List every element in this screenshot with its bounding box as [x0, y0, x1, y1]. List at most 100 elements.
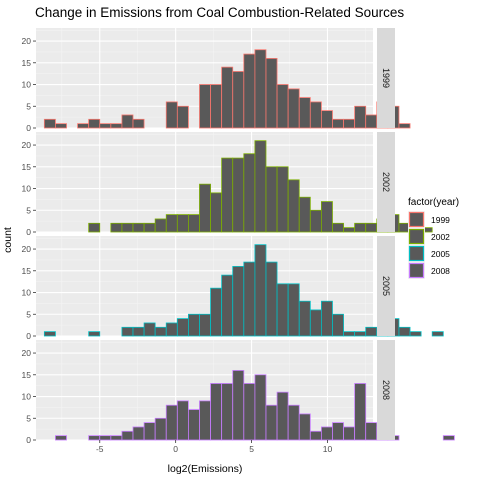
legend-entries: 1999 2002 2005 2008	[408, 211, 450, 279]
histogram-bar	[176, 214, 189, 233]
histogram-bar	[210, 383, 223, 441]
histogram-bar	[221, 157, 234, 233]
facet-strip-label: 2002	[381, 172, 391, 192]
histogram-bar	[110, 435, 123, 441]
legend-key-1999	[408, 211, 425, 228]
histogram-bar	[243, 261, 256, 337]
histogram-bar	[265, 261, 278, 337]
histogram-bar	[265, 404, 278, 441]
histogram-bar	[165, 214, 178, 233]
histogram-bar	[188, 313, 200, 337]
y-axis-label: count	[2, 227, 14, 253]
histogram-bar	[199, 183, 211, 233]
y-tick-label: 5	[26, 205, 31, 215]
y-tick-label: 20	[22, 36, 32, 46]
histogram-bar	[188, 409, 200, 441]
histogram-bar	[99, 435, 112, 441]
histogram-bar	[254, 244, 267, 337]
histogram-bar	[265, 58, 278, 129]
histogram-bar	[332, 313, 344, 337]
y-tick-label: 10	[22, 184, 32, 194]
histogram-bar	[121, 326, 134, 337]
histogram-bar	[309, 430, 322, 441]
histogram-bar	[143, 322, 156, 337]
y-tick-label: 10	[22, 392, 32, 402]
histogram-bar	[343, 426, 356, 441]
legend-key-2008	[408, 262, 425, 279]
x-axis-label: log2(Emissions)	[168, 463, 243, 475]
histogram-bar	[276, 84, 289, 129]
histogram-bar	[309, 101, 322, 129]
histogram-bar	[132, 118, 145, 129]
histogram-bar	[298, 413, 311, 441]
histogram-bar	[332, 222, 344, 233]
facet-strip	[377, 236, 395, 336]
histogram-bar	[343, 227, 356, 233]
histogram-bar	[320, 201, 333, 233]
y-tick-label: 10	[22, 288, 32, 298]
facet-panel-2008: 0 5 10 15 20 2008	[22, 340, 455, 445]
y-tick-label: 20	[22, 244, 32, 254]
histogram-bar	[276, 166, 289, 233]
x-tick-label: -5	[96, 444, 104, 454]
histogram-bar	[176, 400, 189, 441]
y-tick-label: 0	[26, 435, 31, 445]
histogram-bar	[298, 300, 311, 337]
histogram-bar	[210, 192, 223, 233]
y-tick-label: 15	[22, 58, 32, 68]
histogram-bar	[143, 422, 156, 441]
histogram-bar	[243, 153, 256, 233]
histogram-bar	[298, 196, 311, 233]
histogram-bar	[176, 105, 189, 129]
histogram-bar	[99, 123, 112, 129]
histogram-bar	[287, 404, 300, 441]
histogram-bar	[365, 222, 378, 233]
histogram-bar	[88, 331, 101, 337]
chart-title: Change in Emissions from Coal Combustion…	[35, 5, 404, 20]
histogram-bar	[298, 97, 311, 129]
legend-label: 2002	[431, 232, 450, 242]
histogram-bar	[221, 383, 234, 441]
y-tick-label: 15	[22, 162, 32, 172]
histogram-bar	[365, 326, 378, 337]
histogram-bar	[254, 49, 267, 129]
histogram-bar	[121, 430, 134, 441]
y-tick-label: 5	[26, 309, 31, 319]
histogram-bar	[442, 435, 455, 441]
facet-strip	[377, 132, 395, 232]
histogram-bar	[176, 318, 189, 337]
histogram-bar	[199, 313, 211, 337]
y-tick-label: 0	[26, 123, 31, 133]
histogram-bar	[287, 179, 300, 233]
histogram-bar	[320, 110, 333, 129]
histogram-bar	[210, 84, 223, 129]
histogram-bar	[332, 118, 344, 129]
histogram-bar	[354, 222, 367, 233]
histogram-bar	[398, 326, 411, 337]
histogram-bar	[332, 422, 344, 441]
histogram-bar	[221, 274, 234, 337]
histogram-bar	[365, 422, 378, 441]
legend-title: factor(year)	[408, 197, 459, 208]
histogram-bar	[154, 417, 167, 441]
x-tick-label: 0	[173, 444, 178, 454]
y-tick-label: 5	[26, 413, 31, 423]
histogram-bar	[165, 101, 178, 129]
histogram-bar	[232, 266, 245, 337]
histogram-bar	[354, 383, 367, 441]
legend-label: 1999	[431, 215, 450, 225]
histogram-bar	[210, 287, 223, 337]
histogram-bar	[232, 370, 245, 441]
histogram-bar	[199, 84, 211, 129]
histogram-bar	[343, 331, 356, 337]
histogram-bar	[232, 157, 245, 233]
histogram-bar	[265, 166, 278, 233]
histogram-bar	[365, 114, 378, 129]
y-tick-label: 15	[22, 370, 32, 380]
facet-strip	[377, 28, 395, 128]
histogram-bar	[431, 331, 444, 337]
histogram-bar	[199, 400, 211, 441]
y-tick-label: 20	[22, 140, 32, 150]
histogram-bar	[132, 222, 145, 233]
